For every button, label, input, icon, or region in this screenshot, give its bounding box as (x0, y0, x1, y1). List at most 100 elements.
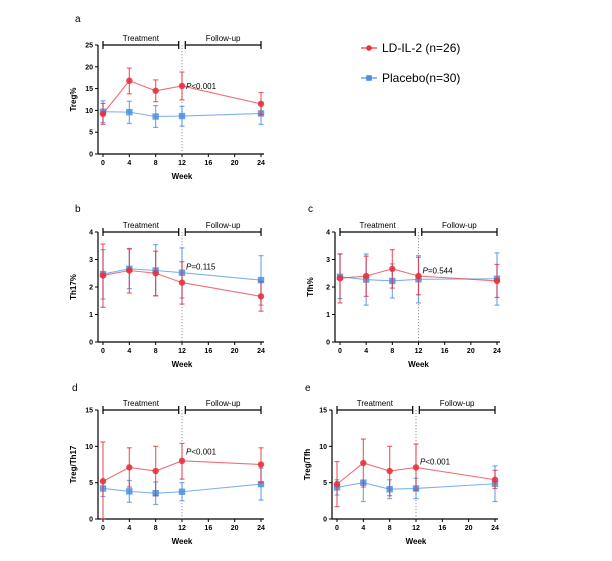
y-tick-label: 5 (89, 480, 93, 487)
x-tick-label: 24 (493, 348, 501, 355)
panel-letter: b (75, 204, 81, 215)
y-tick-label: 3 (89, 257, 93, 264)
y-tick-label: 15 (85, 408, 93, 415)
phase-label: Follow-up (442, 221, 477, 230)
x-tick-label: 16 (204, 160, 212, 167)
x-tick-label: 4 (361, 525, 365, 532)
data-point (386, 467, 393, 475)
y-tick-label: 0 (89, 517, 93, 524)
x-tick-label: 24 (491, 525, 499, 532)
x-tick-label: 12 (178, 160, 186, 167)
x-tick-label: 0 (335, 525, 339, 532)
panel-letter: d (72, 383, 78, 394)
x-tick-label: 12 (415, 348, 423, 355)
y-axis-label: Treg/Tfh (303, 449, 312, 481)
data-point (126, 108, 133, 116)
x-tick-label: 16 (438, 525, 446, 532)
x-axis-label: Week (406, 537, 427, 546)
data-point (99, 110, 107, 118)
legend-marker-placebo (366, 75, 372, 81)
y-tick-label: 1 (89, 312, 93, 319)
x-tick-label: 20 (231, 160, 239, 167)
phase-label: Treatment (123, 34, 160, 43)
x-tick-label: 0 (101, 525, 105, 532)
data-point (152, 113, 159, 120)
p-value-annotation: P=0.115 (186, 262, 216, 271)
x-tick-label: 16 (204, 525, 212, 532)
series-ld-il-2 (333, 438, 499, 508)
x-tick-label: 16 (204, 348, 212, 355)
data-point (412, 464, 420, 471)
series-ld-il-2 (99, 67, 265, 125)
series-ld-il-2 (99, 243, 265, 312)
y-tick-label: 15 (85, 86, 93, 93)
y-tick-label: 0 (89, 152, 93, 159)
phase-label: Follow-up (206, 34, 241, 43)
y-tick-label: 5 (323, 480, 327, 487)
x-tick-label: 20 (465, 525, 473, 532)
legend-label-placebo: Placebo(n=30) (382, 71, 460, 85)
p-value-annotation: P=0.544 (423, 267, 454, 276)
phase-label: Follow-up (206, 399, 241, 408)
data-point (360, 459, 367, 467)
x-tick-label: 0 (101, 160, 105, 167)
legend-marker-ld-il-2 (366, 45, 372, 51)
data-point (415, 272, 422, 280)
x-axis-label: Week (172, 537, 193, 546)
panel-a: a 0 5 10 15 20 25 0 4 8 12 16 20 24 Week Treg% Treatment… (69, 14, 265, 181)
x-tick-label: 8 (154, 160, 158, 167)
phase-label: Treatment (357, 399, 394, 408)
data-point (493, 277, 501, 285)
y-tick-label: 4 (89, 230, 93, 237)
data-point (152, 467, 159, 475)
x-tick-label: 8 (154, 348, 158, 355)
legend-item-ld-il-2: LD-IL-2 (n=26) (361, 41, 460, 55)
y-tick-label: 10 (319, 444, 327, 451)
legend-label-ld-il-2: LD-IL-2 (n=26) (382, 41, 460, 55)
data-point (257, 293, 265, 300)
legend: LD-IL-2 (n=26) Placebo(n=30) (361, 41, 460, 85)
y-tick-label: 0 (89, 340, 93, 347)
x-axis-label: Week (172, 360, 193, 369)
y-axis-label: Treg/Th17 (69, 445, 78, 483)
y-tick-label: 0 (326, 340, 330, 347)
data-point (126, 77, 133, 84)
data-point (178, 112, 186, 120)
y-tick-label: 5 (89, 130, 93, 137)
data-point (126, 267, 133, 274)
y-tick-label: 2 (326, 285, 330, 292)
x-tick-label: 20 (231, 525, 239, 532)
x-tick-label: 8 (388, 525, 392, 532)
data-point (126, 488, 133, 495)
y-tick-label: 10 (85, 444, 93, 451)
data-point (178, 82, 186, 90)
panel-letter: e (305, 383, 311, 394)
y-tick-label: 4 (326, 230, 330, 237)
data-point (257, 100, 265, 108)
x-tick-label: 24 (257, 348, 265, 355)
data-point (389, 265, 396, 273)
series-ld-il-2 (99, 441, 265, 520)
data-point (178, 488, 186, 495)
panel-letter: a (75, 14, 81, 25)
y-tick-label: 2 (89, 285, 93, 292)
x-tick-label: 4 (127, 525, 131, 532)
x-tick-label: 8 (390, 348, 394, 355)
data-point (257, 480, 265, 488)
y-tick-label: 10 (85, 108, 93, 115)
data-point (333, 480, 341, 488)
x-axis-label: Week (172, 172, 193, 181)
data-point (152, 270, 159, 277)
x-tick-label: 12 (178, 525, 186, 532)
y-tick-label: 3 (326, 257, 330, 264)
series-ld-il-2 (336, 249, 501, 304)
x-tick-label: 8 (154, 525, 158, 532)
phase-label: Follow-up (440, 399, 475, 408)
data-point (257, 461, 265, 468)
data-point (178, 457, 186, 465)
y-tick-label: 0 (323, 517, 327, 524)
data-point (126, 464, 133, 471)
